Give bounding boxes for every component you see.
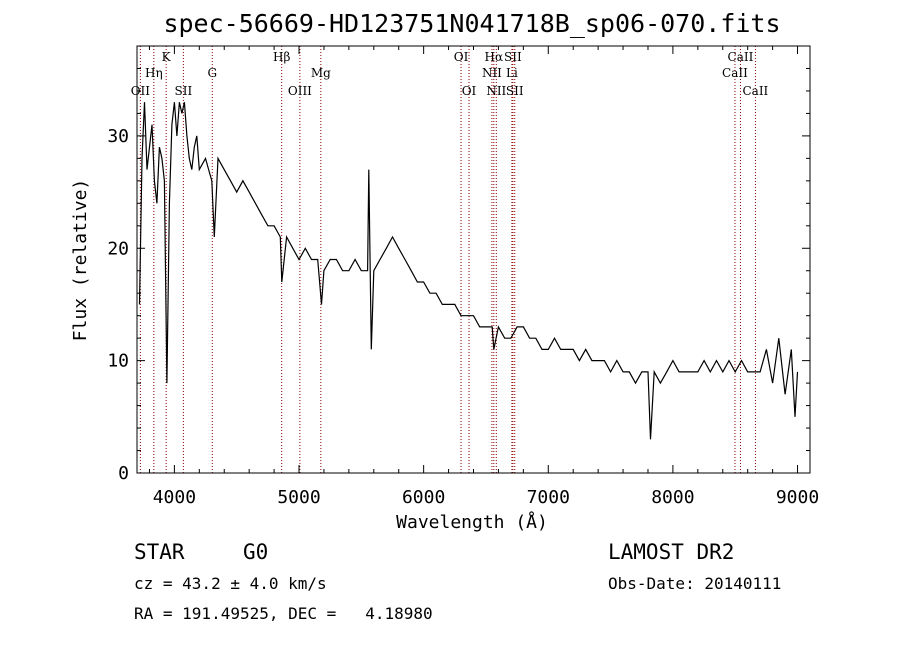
x-tick-label: 8000 (651, 487, 694, 508)
spectral-line-label: SII (506, 84, 524, 98)
object-class: STAR (134, 540, 185, 564)
spectral-line-label: NII (486, 84, 506, 98)
spectral-line-label: G (207, 66, 217, 80)
x-axis-ticks: 4000 5000 6000 7000 8000 9000 (148, 46, 819, 508)
spectral-line-label: OIII (288, 84, 312, 98)
spectral-line-label: CaII (742, 84, 768, 98)
spectral-line-label: SII (175, 84, 193, 98)
x-tick-label: 7000 (527, 487, 570, 508)
y-tick-label: 30 (107, 126, 129, 147)
spectral-line-label: Hη (145, 66, 163, 80)
survey-name: LAMOST DR2 (608, 540, 735, 564)
spectrum-series-line (138, 102, 799, 440)
spectral-line-label: NII (482, 66, 502, 80)
plot-frame (136, 45, 811, 474)
spectral-line-label: Hα (485, 50, 504, 64)
spectral-line-label: Hβ (273, 50, 290, 64)
spectral-line-label: OI (454, 50, 469, 64)
x-tick-label: 5000 (277, 487, 320, 508)
spectral-line-labels: OIIHηKSIIGHβOIIIMgOIOIHαNIINIISIILiSIICa… (131, 50, 769, 98)
spectral-line-label: Li (506, 66, 518, 80)
spectral-line-label: SII (504, 50, 522, 64)
ra-dec-coordinates: RA = 191.49525, DEC = 4.18980 (134, 604, 433, 623)
y-tick-label: 20 (107, 238, 129, 259)
y-axis-label: Flux (relative) (70, 179, 91, 342)
observation-date: Obs-Date: 20140111 (608, 574, 782, 593)
redshift-cz: cz = 43.2 ± 4.0 km/s (134, 574, 327, 593)
chart-title: spec-56669-HD123751N041718B_sp06-070.fit… (163, 9, 780, 38)
spectral-line-label: CaII (722, 66, 748, 80)
spectral-line-label: Mg (311, 66, 331, 80)
y-axis-ticks: 0 10 20 30 (107, 67, 810, 484)
x-axis-label: Wavelength (Å) (396, 511, 548, 533)
x-tick-label: 4000 (153, 487, 196, 508)
x-tick-label: 6000 (402, 487, 445, 508)
x-tick-label: 9000 (776, 487, 819, 508)
y-tick-label: 10 (107, 351, 129, 372)
y-tick-label: 0 (118, 463, 129, 484)
spectral-line-markers (139, 46, 756, 473)
object-subclass: G0 (243, 540, 269, 564)
spectral-line-label: K (162, 50, 172, 64)
spectral-line-label: CaII (728, 50, 754, 64)
spectral-line-label: OI (462, 84, 477, 98)
